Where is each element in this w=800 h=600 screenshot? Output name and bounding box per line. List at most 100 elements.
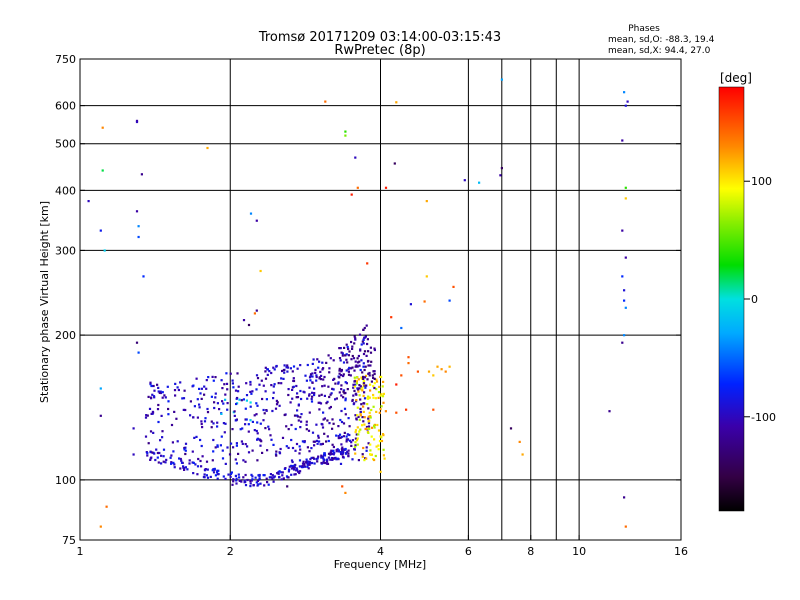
data-point [348, 366, 351, 369]
x-tick-label: 16 [674, 545, 688, 558]
data-point [290, 464, 293, 467]
data-point [226, 388, 229, 391]
data-point [334, 382, 337, 385]
data-point [367, 420, 370, 423]
data-point [377, 429, 381, 432]
data-point [626, 100, 629, 103]
data-point [342, 373, 345, 376]
data-point [238, 476, 241, 479]
data-point [340, 443, 343, 446]
data-point [448, 299, 451, 302]
data-point [362, 338, 365, 341]
data-point [236, 372, 239, 375]
data-point [300, 413, 303, 416]
data-point [249, 383, 252, 386]
data-point [369, 453, 372, 456]
data-point [256, 437, 259, 440]
data-point [463, 179, 466, 182]
data-point [337, 381, 340, 384]
data-point [311, 431, 315, 434]
data-point [176, 386, 179, 389]
data-point [142, 275, 145, 278]
data-point [198, 387, 201, 390]
data-point [338, 347, 341, 350]
data-point [180, 459, 183, 462]
data-point [219, 444, 222, 447]
data-point [366, 378, 369, 381]
data-point [250, 473, 253, 476]
data-point [299, 416, 302, 419]
data-point [305, 420, 308, 423]
data-point [377, 448, 380, 451]
data-point [103, 249, 106, 252]
data-point [500, 78, 503, 81]
data-point [217, 469, 220, 472]
data-point [370, 453, 373, 456]
data-point [354, 338, 357, 341]
data-point [150, 397, 153, 400]
data-point [339, 436, 342, 439]
data-point [310, 456, 313, 459]
data-point [251, 449, 254, 452]
data-point [351, 458, 354, 461]
data-point [235, 477, 238, 480]
data-point [623, 299, 626, 302]
data-point [173, 463, 176, 466]
data-point [369, 383, 372, 386]
data-point [188, 462, 191, 465]
x-tick-label: 2 [227, 545, 234, 558]
colorbar-tick-label: 0 [751, 293, 758, 306]
data-point [344, 452, 348, 455]
data-point [262, 408, 265, 412]
data-point [235, 442, 238, 445]
y-tick-label: 100 [55, 474, 76, 487]
data-point [362, 375, 365, 378]
data-point [170, 461, 173, 464]
data-point [354, 414, 357, 417]
data-point [264, 370, 267, 373]
data-point [266, 368, 269, 371]
data-point [237, 390, 240, 393]
data-point [235, 402, 238, 406]
data-point [357, 378, 360, 381]
data-point [298, 471, 301, 475]
data-point [363, 384, 366, 387]
data-point [281, 436, 285, 439]
data-point [624, 186, 627, 189]
data-point [206, 468, 209, 471]
data-point [333, 451, 336, 455]
data-point [262, 384, 265, 387]
data-point [289, 367, 292, 370]
data-point [200, 444, 203, 448]
data-point [334, 398, 337, 401]
chart-title: Tromsø 20171209 03:14:00-03:15:43 [258, 30, 501, 45]
data-point [235, 397, 238, 400]
data-point [203, 385, 206, 388]
data-point [373, 377, 376, 380]
data-point [338, 357, 342, 360]
data-point [293, 473, 296, 476]
data-point [242, 476, 245, 479]
data-point [335, 458, 338, 461]
data-point [364, 427, 367, 431]
data-point [344, 491, 347, 494]
data-point [354, 365, 357, 368]
data-point [214, 392, 217, 395]
data-point [342, 396, 345, 399]
data-point [144, 416, 148, 419]
data-point [359, 398, 362, 401]
colorbar-label: [deg] [720, 71, 752, 85]
data-point [436, 365, 439, 368]
data-point [310, 462, 313, 465]
data-point [367, 350, 370, 353]
data-point [344, 447, 347, 451]
data-point [380, 375, 383, 379]
data-point [216, 444, 219, 447]
data-point [294, 449, 297, 452]
data-point [382, 392, 385, 395]
data-point [137, 235, 140, 239]
data-point [264, 427, 267, 430]
data-point [367, 415, 370, 418]
data-point [323, 454, 327, 457]
data-point [337, 425, 340, 428]
